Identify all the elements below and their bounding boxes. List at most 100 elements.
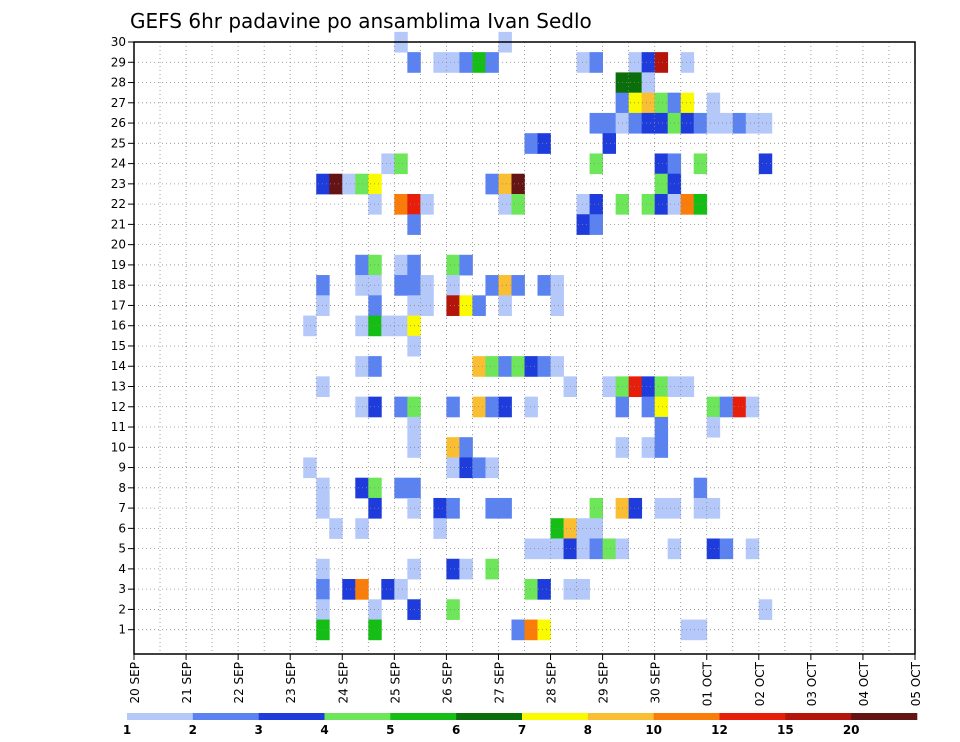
heatmap-cell bbox=[732, 112, 747, 134]
x-tick-label: 28 SEP bbox=[545, 662, 559, 704]
y-tick-label: 28 bbox=[111, 76, 126, 90]
heatmap-cell bbox=[355, 356, 369, 377]
heatmap-cell bbox=[602, 376, 617, 398]
heatmap-cell bbox=[654, 173, 669, 195]
heatmap-cell bbox=[394, 579, 408, 600]
x-tick-label: 27 SEP bbox=[492, 662, 506, 704]
heatmap-cell bbox=[589, 112, 603, 134]
heatmap-cell bbox=[641, 72, 656, 94]
x-tick-label: 01 OCT bbox=[701, 661, 715, 706]
heatmap-cell bbox=[394, 396, 408, 418]
heatmap-cell bbox=[745, 112, 760, 134]
heatmap-cell bbox=[446, 275, 460, 296]
heatmap-cell bbox=[550, 275, 564, 296]
heatmap-cell bbox=[485, 457, 499, 479]
heatmap-cell bbox=[485, 356, 499, 377]
heatmap-cell bbox=[485, 558, 499, 580]
plot-frame bbox=[133, 41, 916, 655]
heatmap-cell bbox=[420, 275, 434, 296]
chart-title: GEFS 6hr padavine po ansamblima Ivan Sed… bbox=[130, 9, 592, 33]
heatmap-cell bbox=[680, 376, 695, 398]
heatmap-cell bbox=[654, 437, 669, 458]
y-tick-label: 14 bbox=[111, 359, 126, 373]
heatmap-cell bbox=[472, 396, 486, 418]
x-tick-label: 04 OCT bbox=[857, 661, 871, 706]
y-tick-label: 24 bbox=[111, 157, 126, 171]
heatmap-cell bbox=[745, 538, 760, 560]
heatmap-cell bbox=[446, 437, 460, 458]
heatmap-cell bbox=[446, 254, 460, 276]
heatmap-cell bbox=[446, 497, 460, 519]
heatmap-cell bbox=[433, 52, 447, 73]
heatmap-cell bbox=[368, 497, 382, 519]
heatmap-cell bbox=[537, 619, 551, 641]
heatmap-cell bbox=[628, 376, 643, 398]
colorbar-label: 5 bbox=[386, 723, 394, 737]
heatmap-cell bbox=[446, 457, 460, 479]
x-tick-label: 30 SEP bbox=[649, 662, 663, 704]
heatmap-cell bbox=[641, 52, 656, 73]
heatmap-cell bbox=[446, 52, 460, 73]
heatmap-cell bbox=[628, 72, 643, 94]
heatmap-cell bbox=[654, 112, 669, 134]
heatmap-cell bbox=[706, 416, 721, 438]
heatmap-cell bbox=[628, 52, 643, 73]
heatmap-cell bbox=[524, 356, 538, 377]
heatmap-cell bbox=[381, 315, 395, 337]
heatmap-cell bbox=[368, 477, 382, 499]
y-tick-label: 9 bbox=[118, 461, 126, 475]
y-tick-label: 12 bbox=[111, 400, 126, 414]
heatmap-cell bbox=[524, 133, 538, 154]
y-tick-label: 18 bbox=[111, 278, 126, 292]
heatmap-cell bbox=[628, 112, 643, 134]
heatmap-cell bbox=[485, 497, 499, 519]
heatmap-cell bbox=[355, 254, 369, 276]
heatmap-cell bbox=[680, 193, 695, 215]
heatmap-cell bbox=[394, 477, 408, 499]
heatmap-cell bbox=[394, 153, 408, 175]
heatmap-cell bbox=[420, 193, 434, 215]
colorbar-swatch bbox=[456, 713, 523, 720]
axes: 1234567891011121314151617181920212223242… bbox=[111, 35, 923, 706]
heatmap-cell bbox=[420, 295, 434, 316]
heatmap-cell bbox=[537, 538, 551, 560]
heatmap-cell bbox=[394, 315, 408, 337]
heatmap-cell bbox=[693, 477, 708, 499]
colorbar: 1 2 3 4 5 6 7 8 10 12 15 20 bbox=[123, 713, 918, 737]
heatmap-cell bbox=[654, 193, 669, 215]
heatmap-cell bbox=[394, 254, 408, 276]
x-tick-label: 26 SEP bbox=[440, 662, 454, 704]
y-tick-label: 25 bbox=[111, 136, 126, 150]
heatmap-cell bbox=[485, 52, 499, 73]
colorbar-label: 3 bbox=[254, 723, 262, 737]
x-tick-label: 21 SEP bbox=[180, 662, 194, 704]
heatmap-cell bbox=[485, 396, 499, 418]
heatmap-cell bbox=[498, 295, 512, 316]
y-tick-label: 11 bbox=[111, 420, 126, 434]
x-tick-label: 25 SEP bbox=[388, 662, 402, 704]
heatmap-cell bbox=[342, 173, 356, 195]
heatmap-cell bbox=[693, 193, 708, 215]
colorbar-label: 8 bbox=[584, 723, 592, 737]
y-tick-label: 19 bbox=[111, 258, 126, 272]
x-tick-label: 23 SEP bbox=[284, 662, 298, 704]
y-tick-label: 5 bbox=[118, 542, 126, 556]
heatmap-cell bbox=[654, 153, 669, 175]
heatmap-cell bbox=[368, 356, 382, 377]
heatmap-cell bbox=[641, 437, 656, 458]
heatmap-cell bbox=[355, 275, 369, 296]
heatmap-cell bbox=[693, 619, 708, 641]
colorbar-swatch bbox=[390, 713, 457, 720]
colorbar-swatch bbox=[719, 713, 786, 720]
y-tick-label: 30 bbox=[111, 35, 126, 49]
heatmap-cell bbox=[433, 497, 447, 519]
heatmap-cell bbox=[706, 497, 721, 519]
heatmap-cell bbox=[524, 538, 538, 560]
heatmap-cell bbox=[589, 497, 603, 519]
heatmap-cell bbox=[368, 275, 382, 296]
colorbar-label: 15 bbox=[777, 723, 794, 737]
heatmap-cell bbox=[576, 193, 590, 215]
y-tick-label: 16 bbox=[111, 319, 126, 333]
heatmap-cell bbox=[303, 315, 317, 337]
